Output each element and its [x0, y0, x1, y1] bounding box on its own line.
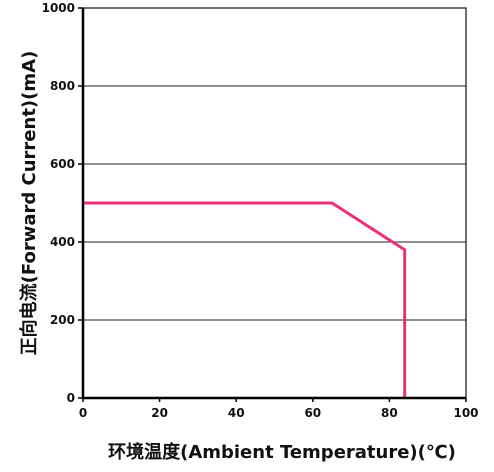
- y-tick-label: 600: [50, 157, 75, 171]
- grid-lines: [83, 85, 466, 321]
- x-tick-label: 20: [151, 406, 168, 420]
- x-tick-label: 0: [79, 406, 87, 420]
- tick-labels: 0 200 400 600 800 1000 0 20 40 60 80 100: [42, 1, 479, 420]
- y-tick-label: 200: [50, 313, 75, 327]
- y-axis-title: 正向电流(Forward Current)(mA): [18, 51, 40, 356]
- y-tick-label: 800: [50, 79, 75, 93]
- y-tick-label: 1000: [42, 1, 75, 15]
- axes: [78, 7, 467, 402]
- x-axis-title: 环境温度(Ambient Temperature)(℃): [108, 441, 456, 463]
- x-tick-label: 100: [453, 406, 478, 420]
- y-tick-label: 400: [50, 235, 75, 249]
- x-tick-label: 60: [304, 406, 321, 420]
- x-tick-label: 40: [228, 406, 245, 420]
- x-tick-label: 80: [381, 406, 398, 420]
- series-lines: [83, 201, 407, 398]
- y-tick-label: 0: [67, 391, 75, 405]
- derating-curve: [83, 201, 407, 398]
